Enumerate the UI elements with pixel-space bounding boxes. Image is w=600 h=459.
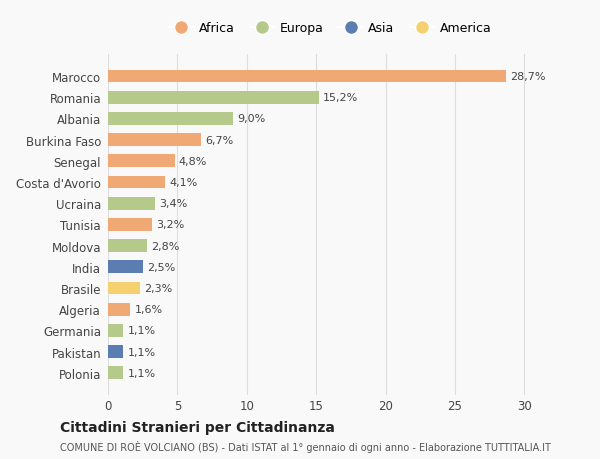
Text: 9,0%: 9,0% xyxy=(237,114,265,124)
Text: 4,1%: 4,1% xyxy=(169,178,197,188)
Text: 2,3%: 2,3% xyxy=(144,283,172,293)
Text: 1,1%: 1,1% xyxy=(127,368,155,378)
Text: 15,2%: 15,2% xyxy=(323,93,358,103)
Bar xyxy=(108,261,143,274)
Bar xyxy=(108,240,147,252)
Bar xyxy=(108,197,155,210)
Text: 6,7%: 6,7% xyxy=(205,135,233,146)
Bar xyxy=(108,282,140,295)
Bar xyxy=(108,92,319,104)
Bar xyxy=(108,346,123,358)
Bar xyxy=(108,367,123,379)
Text: COMUNE DI ROÈ VOLCIANO (BS) - Dati ISTAT al 1° gennaio di ogni anno - Elaborazio: COMUNE DI ROÈ VOLCIANO (BS) - Dati ISTAT… xyxy=(60,440,551,452)
Text: Cittadini Stranieri per Cittadinanza: Cittadini Stranieri per Cittadinanza xyxy=(60,420,335,435)
Text: 2,5%: 2,5% xyxy=(147,262,175,272)
Text: 1,1%: 1,1% xyxy=(127,326,155,336)
Bar xyxy=(108,325,123,337)
Text: 3,4%: 3,4% xyxy=(160,199,188,209)
Text: 2,8%: 2,8% xyxy=(151,241,179,251)
Text: 4,8%: 4,8% xyxy=(179,157,207,167)
Bar xyxy=(108,218,152,231)
Bar xyxy=(108,113,233,125)
Bar xyxy=(108,303,130,316)
Bar xyxy=(108,155,175,168)
Bar xyxy=(108,71,506,83)
Text: 1,1%: 1,1% xyxy=(127,347,155,357)
Text: 28,7%: 28,7% xyxy=(511,72,546,82)
Legend: Africa, Europa, Asia, America: Africa, Europa, Asia, America xyxy=(164,17,496,40)
Text: 3,2%: 3,2% xyxy=(157,220,185,230)
Bar xyxy=(108,176,165,189)
Bar xyxy=(108,134,201,147)
Text: 1,6%: 1,6% xyxy=(134,304,163,314)
